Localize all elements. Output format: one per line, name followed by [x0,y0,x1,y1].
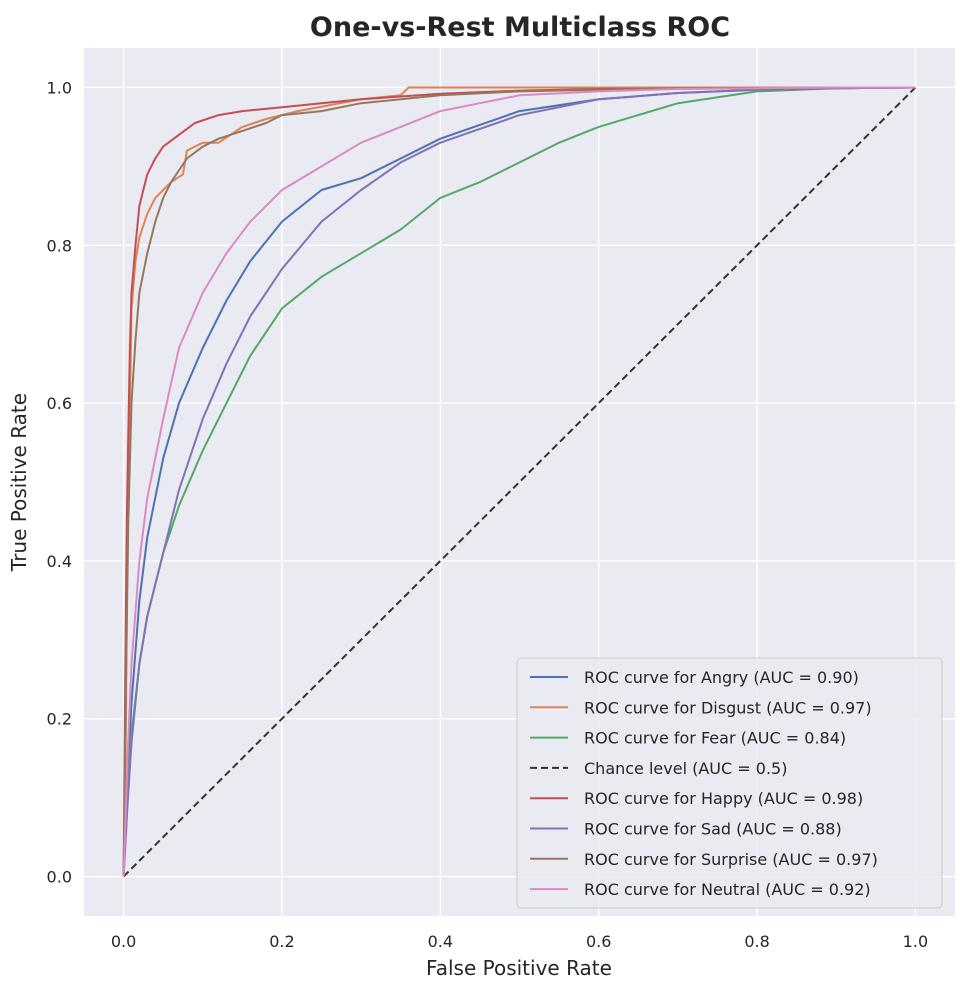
legend-label: ROC curve for Neutral (AUC = 0.92) [584,880,871,899]
y-tick-label: 0.2 [47,710,72,729]
series-line-4 [122,86,916,877]
chart-title: One-vs-Rest Multiclass ROC [310,12,730,43]
y-tick-label: 0.6 [47,394,72,413]
legend-label: ROC curve for Angry (AUC = 0.90) [584,668,859,687]
y-tick-label: 0.4 [47,552,72,571]
legend-label: ROC curve for Disgust (AUC = 0.97) [584,698,872,717]
series-line-7 [122,86,916,877]
legend-box [516,657,943,909]
legend-label: Chance level (AUC = 0.5) [584,759,787,778]
y-tick-labels: 0.0 0.2 0.4 0.6 0.8 1.0 [47,78,72,886]
series-lines [122,86,917,878]
x-tick-label: 0.6 [586,932,611,951]
series-line-5 [122,86,916,877]
y-tick-label: 0.0 [47,868,72,887]
legend-label: ROC curve for Happy (AUC = 0.98) [584,789,863,808]
legend-label: ROC curve for Sad (AUC = 0.88) [584,820,842,839]
x-tick-label: 0.4 [428,932,453,951]
x-tick-labels: 0.0 0.2 0.4 0.6 0.8 1.0 [111,932,928,951]
x-axis-label: False Positive Rate [426,956,612,980]
x-tick-label: 0.2 [269,932,294,951]
y-tick-label: 1.0 [47,78,72,97]
x-tick-label: 0.0 [111,932,136,951]
legend-label: ROC curve for Surprise (AUC = 0.97) [584,850,878,869]
y-tick-label: 0.8 [47,236,72,255]
series-line-6 [122,86,916,877]
x-tick-label: 0.8 [744,932,769,951]
grid-lines [84,48,955,916]
legend-label: ROC curve for Fear (AUC = 0.84) [584,729,846,748]
legend-entries: ROC curve for Angry (AUC = 0.90) ROC curv… [530,668,878,899]
y-axis-label: True Positive Rate [7,393,31,572]
x-tick-label: 1.0 [903,932,928,951]
legend: ROC curve for Angry (AUC = 0.90) ROC curv… [516,657,943,909]
